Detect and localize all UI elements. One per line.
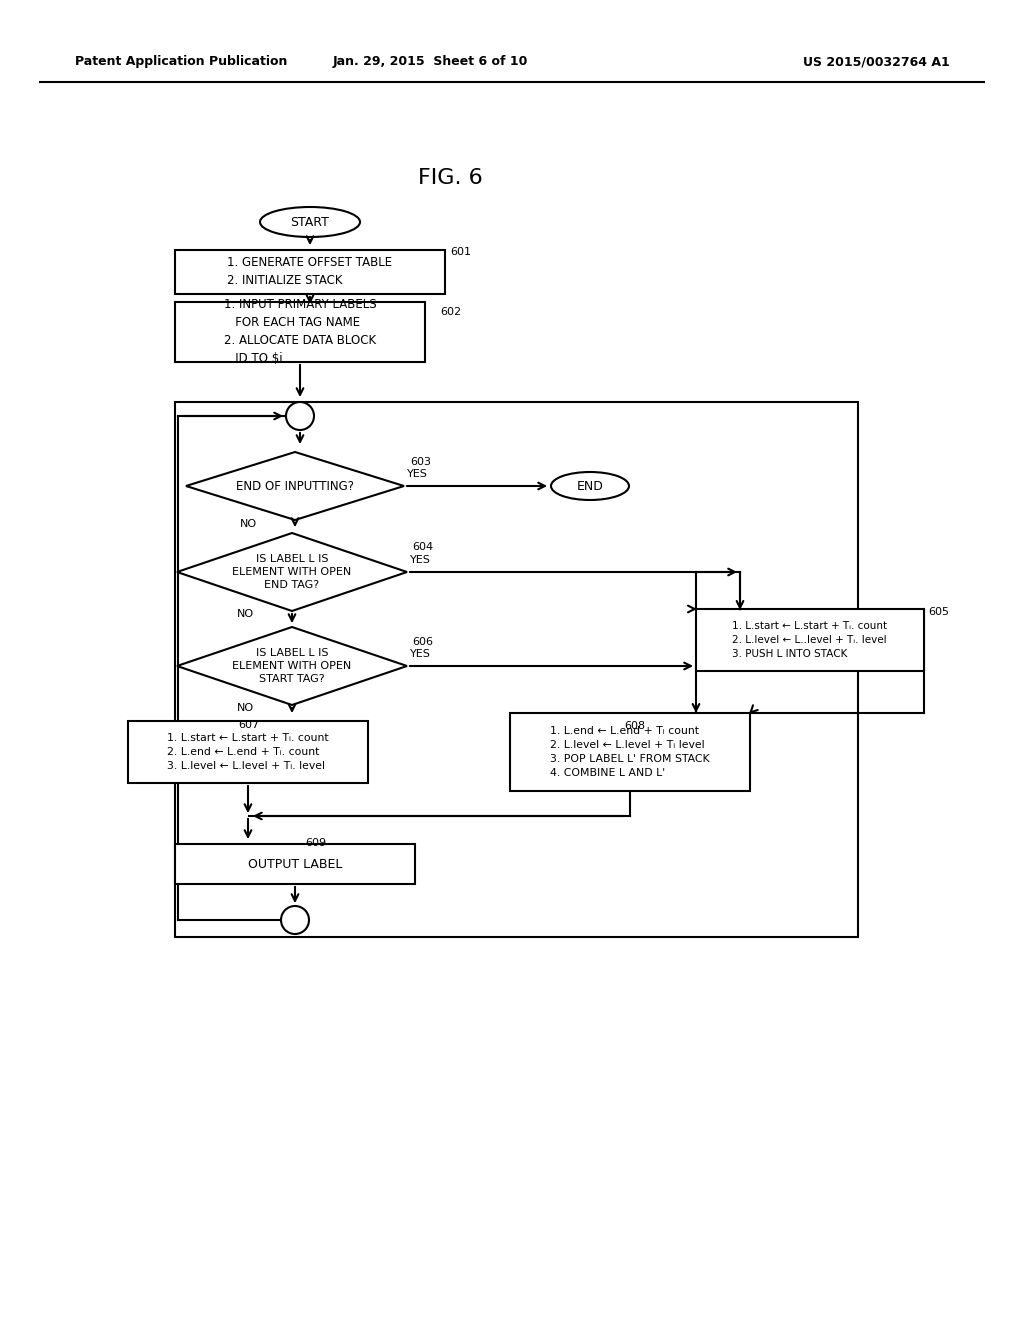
Text: YES: YES xyxy=(410,649,431,659)
Bar xyxy=(175,403,858,937)
Circle shape xyxy=(281,906,309,935)
Polygon shape xyxy=(186,451,404,520)
Bar xyxy=(510,713,750,791)
Polygon shape xyxy=(177,627,407,705)
Text: 604: 604 xyxy=(412,543,433,552)
Bar xyxy=(696,609,924,671)
Text: 602: 602 xyxy=(440,308,461,317)
Text: Patent Application Publication: Patent Application Publication xyxy=(75,55,288,69)
Text: YES: YES xyxy=(407,469,428,479)
Text: 1. L.end ← L.end + Tᵢ count
2. L.level ← L.level + Tᵢ level
3. POP LABEL L' FROM: 1. L.end ← L.end + Tᵢ count 2. L.level ←… xyxy=(550,726,710,777)
Text: IS LABEL L IS
ELEMENT WITH OPEN
END TAG?: IS LABEL L IS ELEMENT WITH OPEN END TAG? xyxy=(232,554,351,590)
Text: US 2015/0032764 A1: US 2015/0032764 A1 xyxy=(803,55,950,69)
Text: NO: NO xyxy=(237,704,254,713)
Text: 1. GENERATE OFFSET TABLE
2. INITIALIZE STACK: 1. GENERATE OFFSET TABLE 2. INITIALIZE S… xyxy=(227,256,392,288)
Bar xyxy=(175,843,415,884)
Bar xyxy=(175,302,425,362)
Text: Jan. 29, 2015  Sheet 6 of 10: Jan. 29, 2015 Sheet 6 of 10 xyxy=(333,55,527,69)
Text: 605: 605 xyxy=(928,607,949,616)
Text: END OF INPUTTING?: END OF INPUTTING? xyxy=(236,479,354,492)
Text: 1. INPUT PRIMARY LABELS
   FOR EACH TAG NAME
2. ALLOCATE DATA BLOCK
   ID TO $i: 1. INPUT PRIMARY LABELS FOR EACH TAG NAM… xyxy=(223,298,376,366)
Circle shape xyxy=(286,403,314,430)
Text: FIG. 6: FIG. 6 xyxy=(418,168,482,187)
Text: NO: NO xyxy=(237,609,254,619)
Ellipse shape xyxy=(551,473,629,500)
Text: 607: 607 xyxy=(238,719,259,730)
Polygon shape xyxy=(177,533,407,611)
Text: YES: YES xyxy=(410,554,431,565)
Text: 1. L.start ← L.start + Tᵢ. count
2. L.end ← L.end + Tᵢ. count
3. L.level ← L.lev: 1. L.start ← L.start + Tᵢ. count 2. L.en… xyxy=(167,733,329,771)
Text: 1. L.start ← L.start + Tᵢ. count
2. L.level ← L..level + Tᵢ. level
3. PUSH L INT: 1. L.start ← L.start + Tᵢ. count 2. L.le… xyxy=(732,620,888,659)
Text: IS LABEL L IS
ELEMENT WITH OPEN
START TAG?: IS LABEL L IS ELEMENT WITH OPEN START TA… xyxy=(232,648,351,684)
Text: 609: 609 xyxy=(305,838,326,847)
Bar xyxy=(175,249,445,294)
Text: START: START xyxy=(291,215,330,228)
Text: 606: 606 xyxy=(412,638,433,647)
Text: 608: 608 xyxy=(624,721,645,731)
Text: 601: 601 xyxy=(450,247,471,257)
Text: 603: 603 xyxy=(410,457,431,467)
Text: NO: NO xyxy=(240,519,257,529)
Ellipse shape xyxy=(260,207,360,238)
Text: END: END xyxy=(577,479,603,492)
Text: OUTPUT LABEL: OUTPUT LABEL xyxy=(248,858,342,870)
Bar xyxy=(128,721,368,783)
